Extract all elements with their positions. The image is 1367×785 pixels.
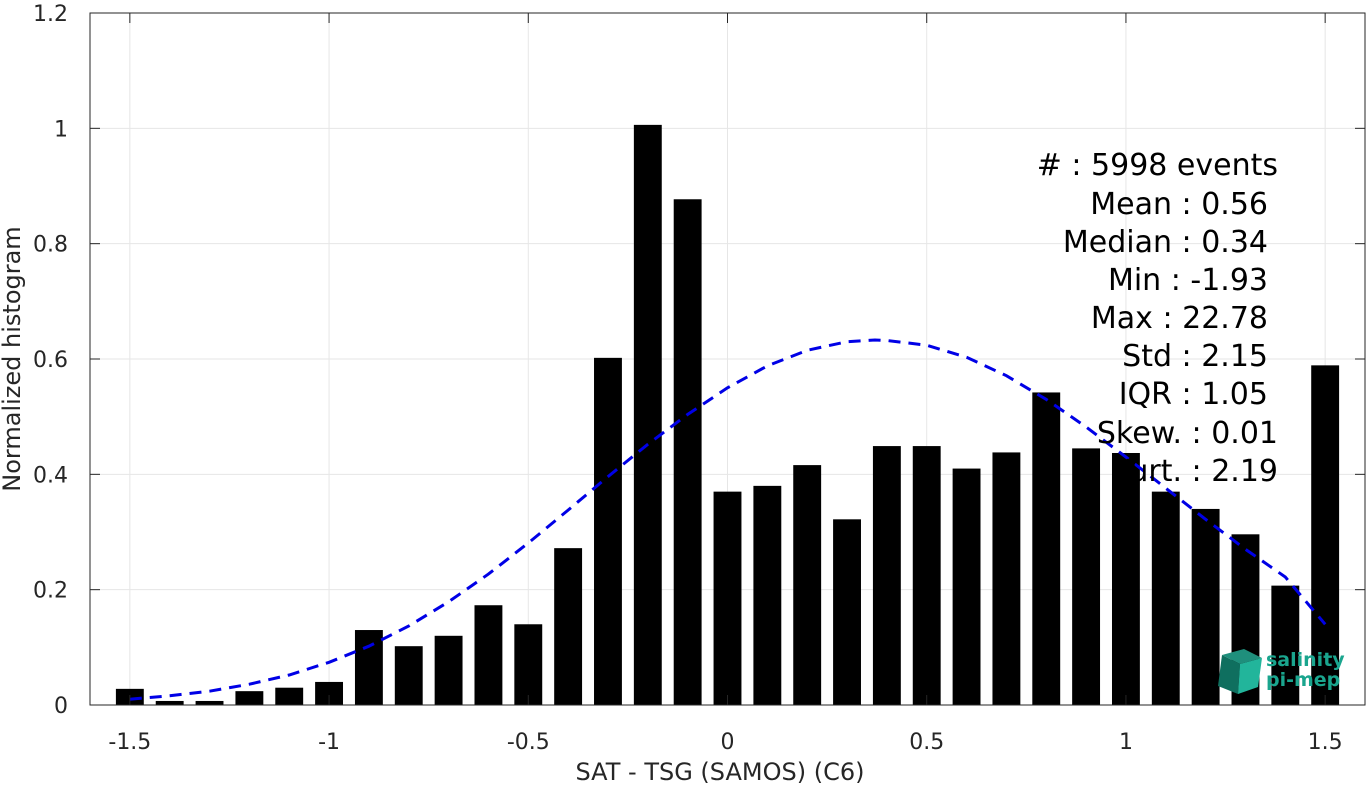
bar-27 [1191, 508, 1220, 705]
bar-3 [235, 691, 264, 705]
bar-12 [594, 357, 622, 705]
bar-8 [434, 635, 463, 705]
bar-23 [1032, 392, 1061, 705]
stat-kurt: Kurt. : 2.19 [1111, 454, 1278, 489]
bar-14 [673, 199, 702, 705]
bar-20 [912, 446, 941, 705]
bar-30 [1311, 365, 1340, 705]
y-tick-label-4: 0.8 [33, 233, 68, 258]
x-axis-tick-labels: -1.5 -1 -0.5 0 0.5 1 1.5 [108, 730, 1342, 755]
y-tick-label-3: 0.6 [33, 348, 68, 373]
x-axis-title: SAT - TSG (SAMOS) (C6) [576, 758, 865, 785]
y-tick-label-5: 1 [54, 117, 68, 142]
bar-5 [315, 681, 344, 705]
bar-6 [354, 630, 383, 705]
bar-21 [952, 468, 981, 705]
x-tick-label-2: -0.5 [507, 730, 550, 755]
logo-line-salinity: salinity [1266, 649, 1345, 671]
stat-events: # : 5998 events [1037, 148, 1278, 183]
x-tick-label-5: 1 [1119, 730, 1133, 755]
y-axis-title: Normalized histogram [0, 226, 26, 491]
stat-std: Std : 2.15 [1122, 339, 1268, 374]
bar-24 [1072, 448, 1101, 705]
bar-9 [474, 605, 503, 705]
bar-17 [793, 465, 822, 705]
y-tick-label-6: 1.2 [33, 2, 68, 27]
y-tick-label-1: 0.2 [33, 579, 68, 604]
bar-11 [554, 548, 583, 705]
logo-cube-icon [1218, 649, 1262, 694]
x-tick-label-4: 0.5 [909, 730, 944, 755]
bar-19 [872, 446, 901, 705]
bar-13 [633, 124, 662, 705]
bar-25 [1111, 452, 1140, 705]
x-tick-label-6: 1.5 [1308, 730, 1343, 755]
bar-1 [155, 700, 184, 705]
y-tick-label-0: 0 [54, 694, 68, 719]
histogram-bars [115, 124, 1340, 705]
bar-26 [1151, 491, 1180, 705]
statistics-annotation: # : 5998 events Mean : 0.56 Median : 0.3… [1037, 148, 1278, 489]
bar-22 [992, 452, 1021, 705]
axis-ticks [90, 12, 1365, 706]
stat-median: Median : 0.34 [1063, 225, 1268, 260]
logo-line-pi-mep: pi-mep [1266, 669, 1340, 691]
bar-15 [713, 491, 742, 705]
bar-7 [394, 646, 423, 705]
stat-iqr: IQR : 1.05 [1119, 377, 1268, 412]
bar-29 [1271, 585, 1300, 705]
x-tick-label-1: -1 [318, 730, 340, 755]
normal-fit-curve [129, 338, 1327, 701]
bar-4 [275, 687, 304, 705]
stat-mean: Mean : 0.56 [1090, 187, 1268, 222]
x-tick-label-0: -1.5 [108, 730, 151, 755]
salinity-pi-mep-logo: salinity pi-mep [1218, 649, 1345, 694]
stat-skew: Skew. : 0.01 [1097, 416, 1278, 451]
bar-16 [753, 485, 782, 705]
x-tick-label-3: 0 [721, 730, 735, 755]
bar-10 [514, 624, 543, 705]
bar-18 [833, 519, 861, 705]
stat-max: Max : 22.78 [1091, 301, 1268, 336]
bar-2 [195, 700, 224, 705]
y-tick-label-2: 0.4 [33, 463, 68, 488]
stat-min: Min : -1.93 [1108, 263, 1268, 298]
y-axis-tick-labels: 0 0.2 0.4 0.6 0.8 1 1.2 [33, 2, 68, 719]
